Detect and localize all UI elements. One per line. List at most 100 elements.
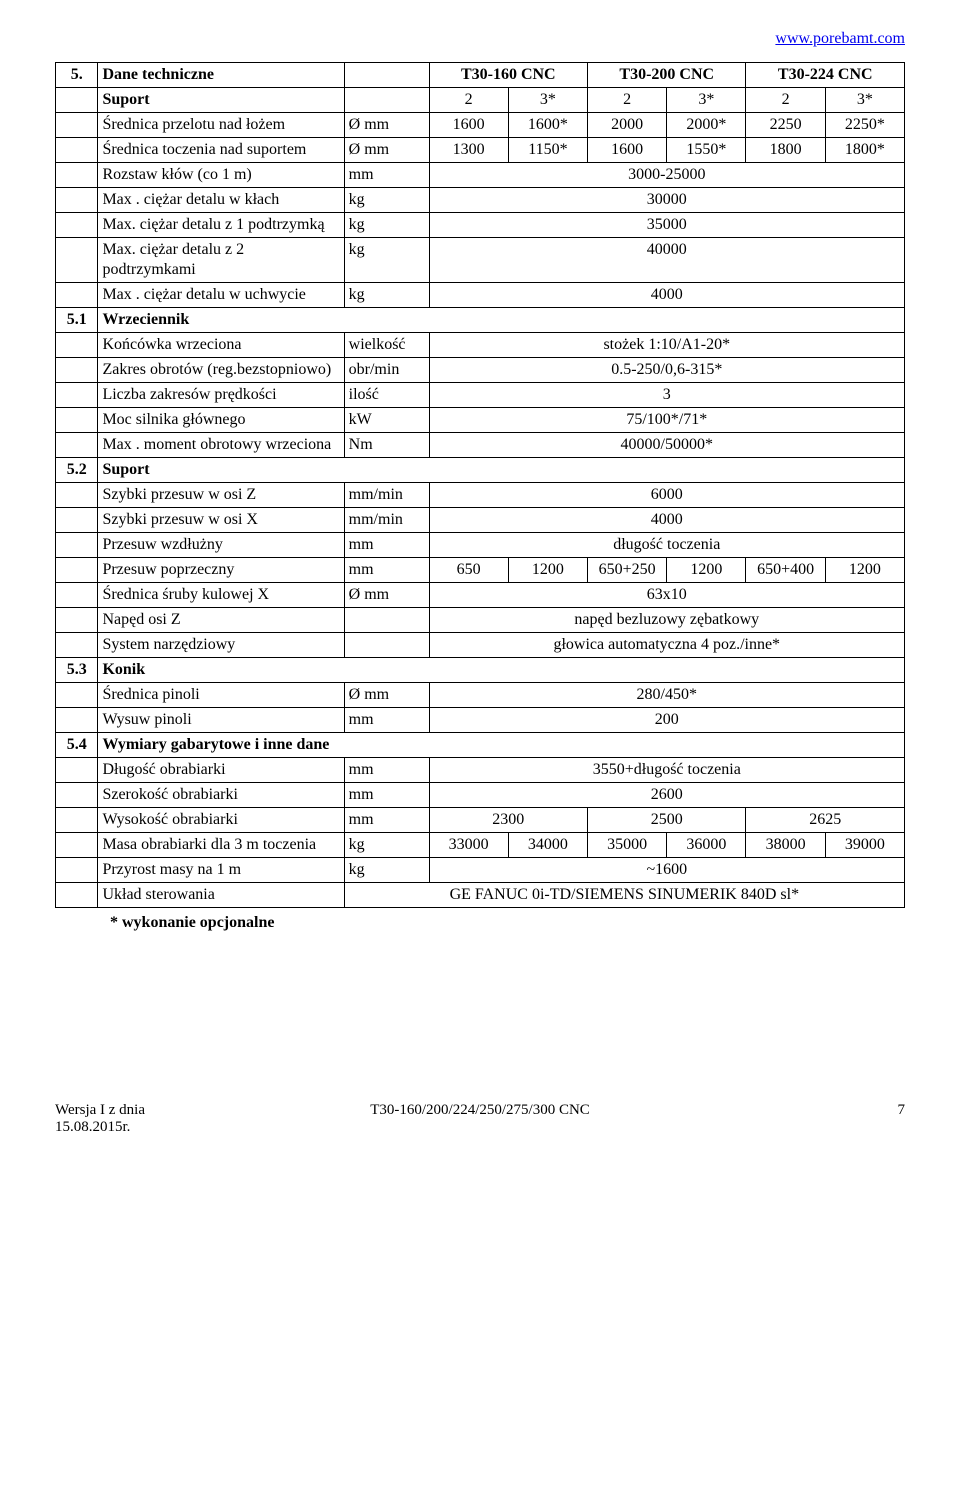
cell-val: 280/450* — [429, 683, 904, 708]
cell-unit: ilość — [344, 383, 429, 408]
row-srednica-suportem: Średnica toczenia nad suportem Ø mm 1300… — [56, 138, 905, 163]
cell-label: Max . moment obrotowy wrzeciona — [98, 433, 344, 458]
cell-label: Zakres obrotów (reg.bezstopniowo) — [98, 358, 344, 383]
table-row: Średnica pinoli Ø mm 280/450* — [56, 683, 905, 708]
cell-label: Szybki przesuw w osi X — [98, 508, 344, 533]
header-model-0: T30-160 CNC — [429, 63, 587, 88]
cell-val: 40000/50000* — [429, 433, 904, 458]
suport-val-0: 2 — [429, 88, 508, 113]
cell-val: ~1600 — [429, 858, 904, 883]
cell-val: 2000 — [588, 113, 667, 138]
cell-val: 6000 — [429, 483, 904, 508]
cell-blank — [56, 163, 98, 188]
cell-unit: kg — [344, 858, 429, 883]
section-title: Wymiary gabarytowe i inne dane — [98, 733, 905, 758]
suport-val-3: 3* — [667, 88, 746, 113]
cell-val: 1600* — [508, 113, 587, 138]
cell-blank — [56, 138, 98, 163]
cell-blank — [56, 408, 98, 433]
suport-val-2: 2 — [588, 88, 667, 113]
cell-val: 2250* — [825, 113, 904, 138]
cell-val: GE FANUC 0i-TD/SIEMENS SINUMERIK 840D sl… — [344, 883, 904, 908]
cell-blank — [56, 383, 98, 408]
cell-label: Średnica śruby kulowej X — [98, 583, 344, 608]
cell-val: 3000-25000 — [429, 163, 904, 188]
cell-val: długość toczenia — [429, 533, 904, 558]
cell-unit: kg — [344, 283, 429, 308]
cell-label: Wysokość obrabiarki — [98, 808, 344, 833]
cell-val: 1200 — [825, 558, 904, 583]
section-54-row: 5.4 Wymiary gabarytowe i inne dane — [56, 733, 905, 758]
cell-val: 650+400 — [746, 558, 825, 583]
cell-label: Max. ciężar detalu z 2 podtrzymkami — [98, 238, 344, 283]
table-row: Końcówka wrzeciona wielkość stożek 1:10/… — [56, 333, 905, 358]
cell-blank — [56, 858, 98, 883]
cell-blank — [56, 608, 98, 633]
table-header-row: 5. Dane techniczne T30-160 CNC T30-200 C… — [56, 63, 905, 88]
cell-blank — [56, 88, 98, 113]
table-row: Max . ciężar detalu w uchwycie kg 4000 — [56, 283, 905, 308]
header-url[interactable]: www.porebamt.com — [55, 30, 905, 48]
table-row: Szerokość obrabiarki mm 2600 — [56, 783, 905, 808]
header-model-2: T30-224 CNC — [746, 63, 905, 88]
table-row: Moc silnika głównego kW 75/100*/71* — [56, 408, 905, 433]
cell-unit: mm/min — [344, 483, 429, 508]
section-idx: 5.1 — [56, 308, 98, 333]
spec-table: 5. Dane techniczne T30-160 CNC T30-200 C… — [55, 62, 905, 908]
cell-val: 75/100*/71* — [429, 408, 904, 433]
cell-blank — [56, 758, 98, 783]
cell-label: Max . ciężar detalu w kłach — [98, 188, 344, 213]
cell-val: 36000 — [667, 833, 746, 858]
footer-version-line2: 15.08.2015r. — [55, 1119, 130, 1135]
table-row: Max. ciężar detalu z 1 podtrzymką kg 350… — [56, 213, 905, 238]
cell-label: Wysuw pinoli — [98, 708, 344, 733]
cell-blank — [56, 433, 98, 458]
section-title: Konik — [98, 658, 905, 683]
row-przesuw-poprzeczny: Przesuw poprzeczny mm 650 1200 650+250 1… — [56, 558, 905, 583]
cell-val: 1150* — [508, 138, 587, 163]
cell-unit: Ø mm — [344, 683, 429, 708]
table-row: Napęd osi Z napęd bezluzowy zębatkowy — [56, 608, 905, 633]
cell-blank — [56, 283, 98, 308]
cell-unit: mm — [344, 163, 429, 188]
cell-blank — [56, 833, 98, 858]
cell-blank — [56, 558, 98, 583]
cell-unit: obr/min — [344, 358, 429, 383]
cell-blank — [56, 533, 98, 558]
cell-blank — [56, 238, 98, 283]
cell-unit: kg — [344, 238, 429, 283]
cell-blank — [56, 113, 98, 138]
cell-val: 35000 — [429, 213, 904, 238]
cell-label: Średnica przelotu nad łożem — [98, 113, 344, 138]
cell-val: 4000 — [429, 283, 904, 308]
table-row: Max . ciężar detalu w kłach kg 30000 — [56, 188, 905, 213]
cell-unit — [344, 608, 429, 633]
row-wysokosc: Wysokość obrabiarki mm 2300 2500 2625 — [56, 808, 905, 833]
cell-blank — [56, 508, 98, 533]
cell-val: 200 — [429, 708, 904, 733]
cell-val: 2600 — [429, 783, 904, 808]
cell-label: Szybki przesuw w osi Z — [98, 483, 344, 508]
optional-note: * wykonanie opcjonalne — [55, 914, 905, 932]
cell-label: Końcówka wrzeciona — [98, 333, 344, 358]
table-row: Rozstaw kłów (co 1 m) mm 3000-25000 — [56, 163, 905, 188]
header-idx: 5. — [56, 63, 98, 88]
cell-val: 1600 — [588, 138, 667, 163]
table-row: Zakres obrotów (reg.bezstopniowo) obr/mi… — [56, 358, 905, 383]
cell-blank — [344, 88, 429, 113]
cell-blank — [56, 808, 98, 833]
section-idx: 5.4 — [56, 733, 98, 758]
cell-unit: Ø mm — [344, 113, 429, 138]
cell-val: 3 — [429, 383, 904, 408]
cell-val: 33000 — [429, 833, 508, 858]
cell-label: Max . ciężar detalu w uchwycie — [98, 283, 344, 308]
cell-blank — [56, 213, 98, 238]
cell-val: 4000 — [429, 508, 904, 533]
cell-val: 2500 — [588, 808, 746, 833]
cell-label: Masa obrabiarki dla 3 m toczenia — [98, 833, 344, 858]
cell-label: Szerokość obrabiarki — [98, 783, 344, 808]
row-uklad-sterowania: Układ sterowania GE FANUC 0i-TD/SIEMENS … — [56, 883, 905, 908]
cell-unit: mm — [344, 758, 429, 783]
footer-page-number: 7 — [625, 1102, 906, 1136]
cell-blank — [56, 683, 98, 708]
